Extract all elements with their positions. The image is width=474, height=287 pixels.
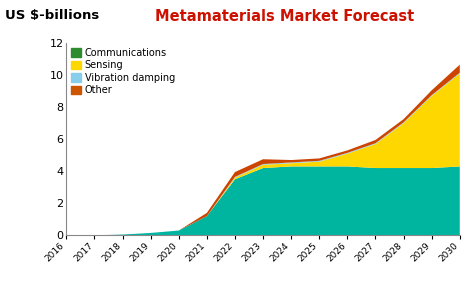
Legend: Communications, Sensing, Vibration damping, Other: Communications, Sensing, Vibration dampi… [71, 48, 175, 95]
Text: Metamaterials Market Forecast: Metamaterials Market Forecast [155, 9, 414, 24]
Text: US $-billions: US $-billions [5, 9, 99, 22]
